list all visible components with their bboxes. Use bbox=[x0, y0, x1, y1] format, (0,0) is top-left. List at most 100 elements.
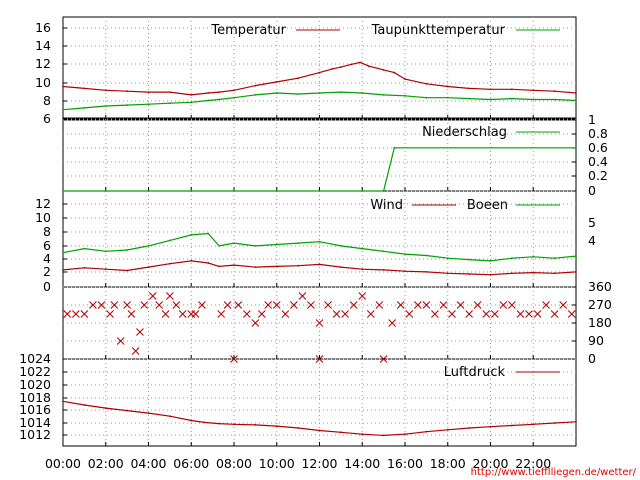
y-tick-label: 10 bbox=[35, 75, 51, 90]
wind-direction-point bbox=[136, 328, 144, 336]
wind-direction-point bbox=[473, 301, 482, 309]
data-point bbox=[575, 99, 577, 102]
data-point bbox=[318, 429, 321, 432]
data-point bbox=[218, 422, 220, 425]
data-point bbox=[340, 245, 342, 247]
data-point bbox=[532, 255, 535, 258]
data-point bbox=[254, 266, 257, 268]
data-point bbox=[553, 90, 556, 93]
data-point bbox=[254, 245, 257, 247]
data-point bbox=[83, 266, 86, 269]
data-point bbox=[318, 92, 321, 94]
wind-direction-point bbox=[358, 292, 367, 300]
wind-direction-point bbox=[315, 319, 324, 327]
wind-direction-point bbox=[166, 292, 174, 300]
x-tick-label: 02:00 bbox=[88, 456, 124, 471]
data-point bbox=[489, 273, 492, 276]
data-point bbox=[350, 63, 353, 66]
data-point bbox=[104, 105, 107, 107]
y-tick-label: 1018 bbox=[19, 390, 51, 405]
series-line-wind bbox=[62, 260, 577, 276]
wind-direction-point bbox=[272, 301, 281, 309]
wind-direction-point bbox=[191, 310, 200, 318]
data-point bbox=[425, 430, 428, 433]
wind-direction-point bbox=[490, 310, 499, 318]
data-point bbox=[575, 420, 577, 423]
data-point bbox=[190, 101, 193, 104]
data-point bbox=[126, 409, 128, 412]
data-point bbox=[297, 93, 299, 95]
data-point bbox=[361, 268, 364, 271]
data-point bbox=[104, 407, 107, 409]
wind-direction-point bbox=[448, 310, 456, 318]
x-tick-label: 20:00 bbox=[472, 456, 508, 471]
data-point bbox=[147, 91, 150, 93]
data-point bbox=[147, 245, 150, 247]
wind-direction-point bbox=[172, 301, 181, 309]
series-line-temperatur bbox=[62, 61, 577, 96]
data-point bbox=[233, 242, 235, 245]
wind-direction-point bbox=[559, 301, 568, 309]
wind-direction-point bbox=[178, 310, 187, 318]
data-point bbox=[62, 190, 64, 192]
data-point bbox=[532, 98, 535, 101]
data-point bbox=[425, 271, 428, 273]
data-point bbox=[404, 253, 406, 256]
data-point bbox=[233, 423, 235, 426]
data-point bbox=[62, 108, 64, 111]
data-point bbox=[104, 250, 107, 253]
wind-direction-point bbox=[230, 355, 238, 363]
series-line-taupunkttemperatur bbox=[62, 91, 577, 111]
data-point bbox=[207, 92, 210, 94]
credit-link[interactable]: http://www.tiefflliegen.de/wetter/ bbox=[471, 467, 637, 478]
data-point bbox=[340, 431, 342, 434]
data-point bbox=[233, 96, 235, 99]
y-tick-label: 0 bbox=[43, 279, 51, 294]
data-point bbox=[233, 264, 235, 266]
data-point bbox=[218, 265, 220, 268]
wind-direction-point bbox=[116, 337, 125, 345]
data-point bbox=[169, 102, 171, 105]
data-marks bbox=[62, 29, 577, 437]
wind-direction-point bbox=[413, 301, 422, 309]
data-point bbox=[190, 94, 193, 96]
data-point bbox=[275, 425, 278, 427]
data-point bbox=[468, 97, 470, 100]
data-point bbox=[446, 96, 449, 99]
data-point bbox=[83, 247, 86, 250]
wind-direction-point bbox=[281, 310, 290, 318]
data-point bbox=[62, 85, 64, 88]
data-point bbox=[468, 427, 470, 429]
y-tick-label: 6 bbox=[43, 238, 51, 253]
wind-direction-point bbox=[148, 292, 157, 300]
data-point bbox=[425, 96, 428, 99]
wind-direction-point bbox=[332, 310, 341, 318]
data-point bbox=[361, 433, 364, 436]
wind-direction-point bbox=[482, 310, 491, 318]
y-tick-label: 10 bbox=[35, 210, 51, 225]
x-tick-label: 12:00 bbox=[301, 456, 337, 471]
data-point bbox=[367, 65, 370, 67]
data-point bbox=[104, 268, 107, 271]
data-point bbox=[575, 255, 577, 257]
data-point bbox=[126, 269, 128, 272]
data-point bbox=[340, 66, 342, 68]
legend-label-wind: Wind bbox=[370, 198, 403, 213]
legend-label-temperatur: Temperatur bbox=[210, 23, 286, 38]
data-point bbox=[126, 249, 128, 251]
wind-direction-point bbox=[257, 310, 266, 318]
data-point bbox=[553, 98, 556, 101]
data-point bbox=[532, 423, 535, 426]
wind-direction-point bbox=[140, 301, 149, 309]
wind-direction-point bbox=[289, 301, 298, 309]
wind-direction-point bbox=[106, 310, 114, 318]
data-point bbox=[359, 61, 361, 64]
data-point bbox=[83, 107, 86, 109]
legend-label-niederschlag: Niederschlag bbox=[422, 125, 507, 140]
y-tick-label: 12 bbox=[35, 56, 51, 71]
data-point bbox=[382, 434, 385, 437]
data-point bbox=[468, 258, 470, 261]
x-tick-label: 00:00 bbox=[45, 456, 81, 471]
